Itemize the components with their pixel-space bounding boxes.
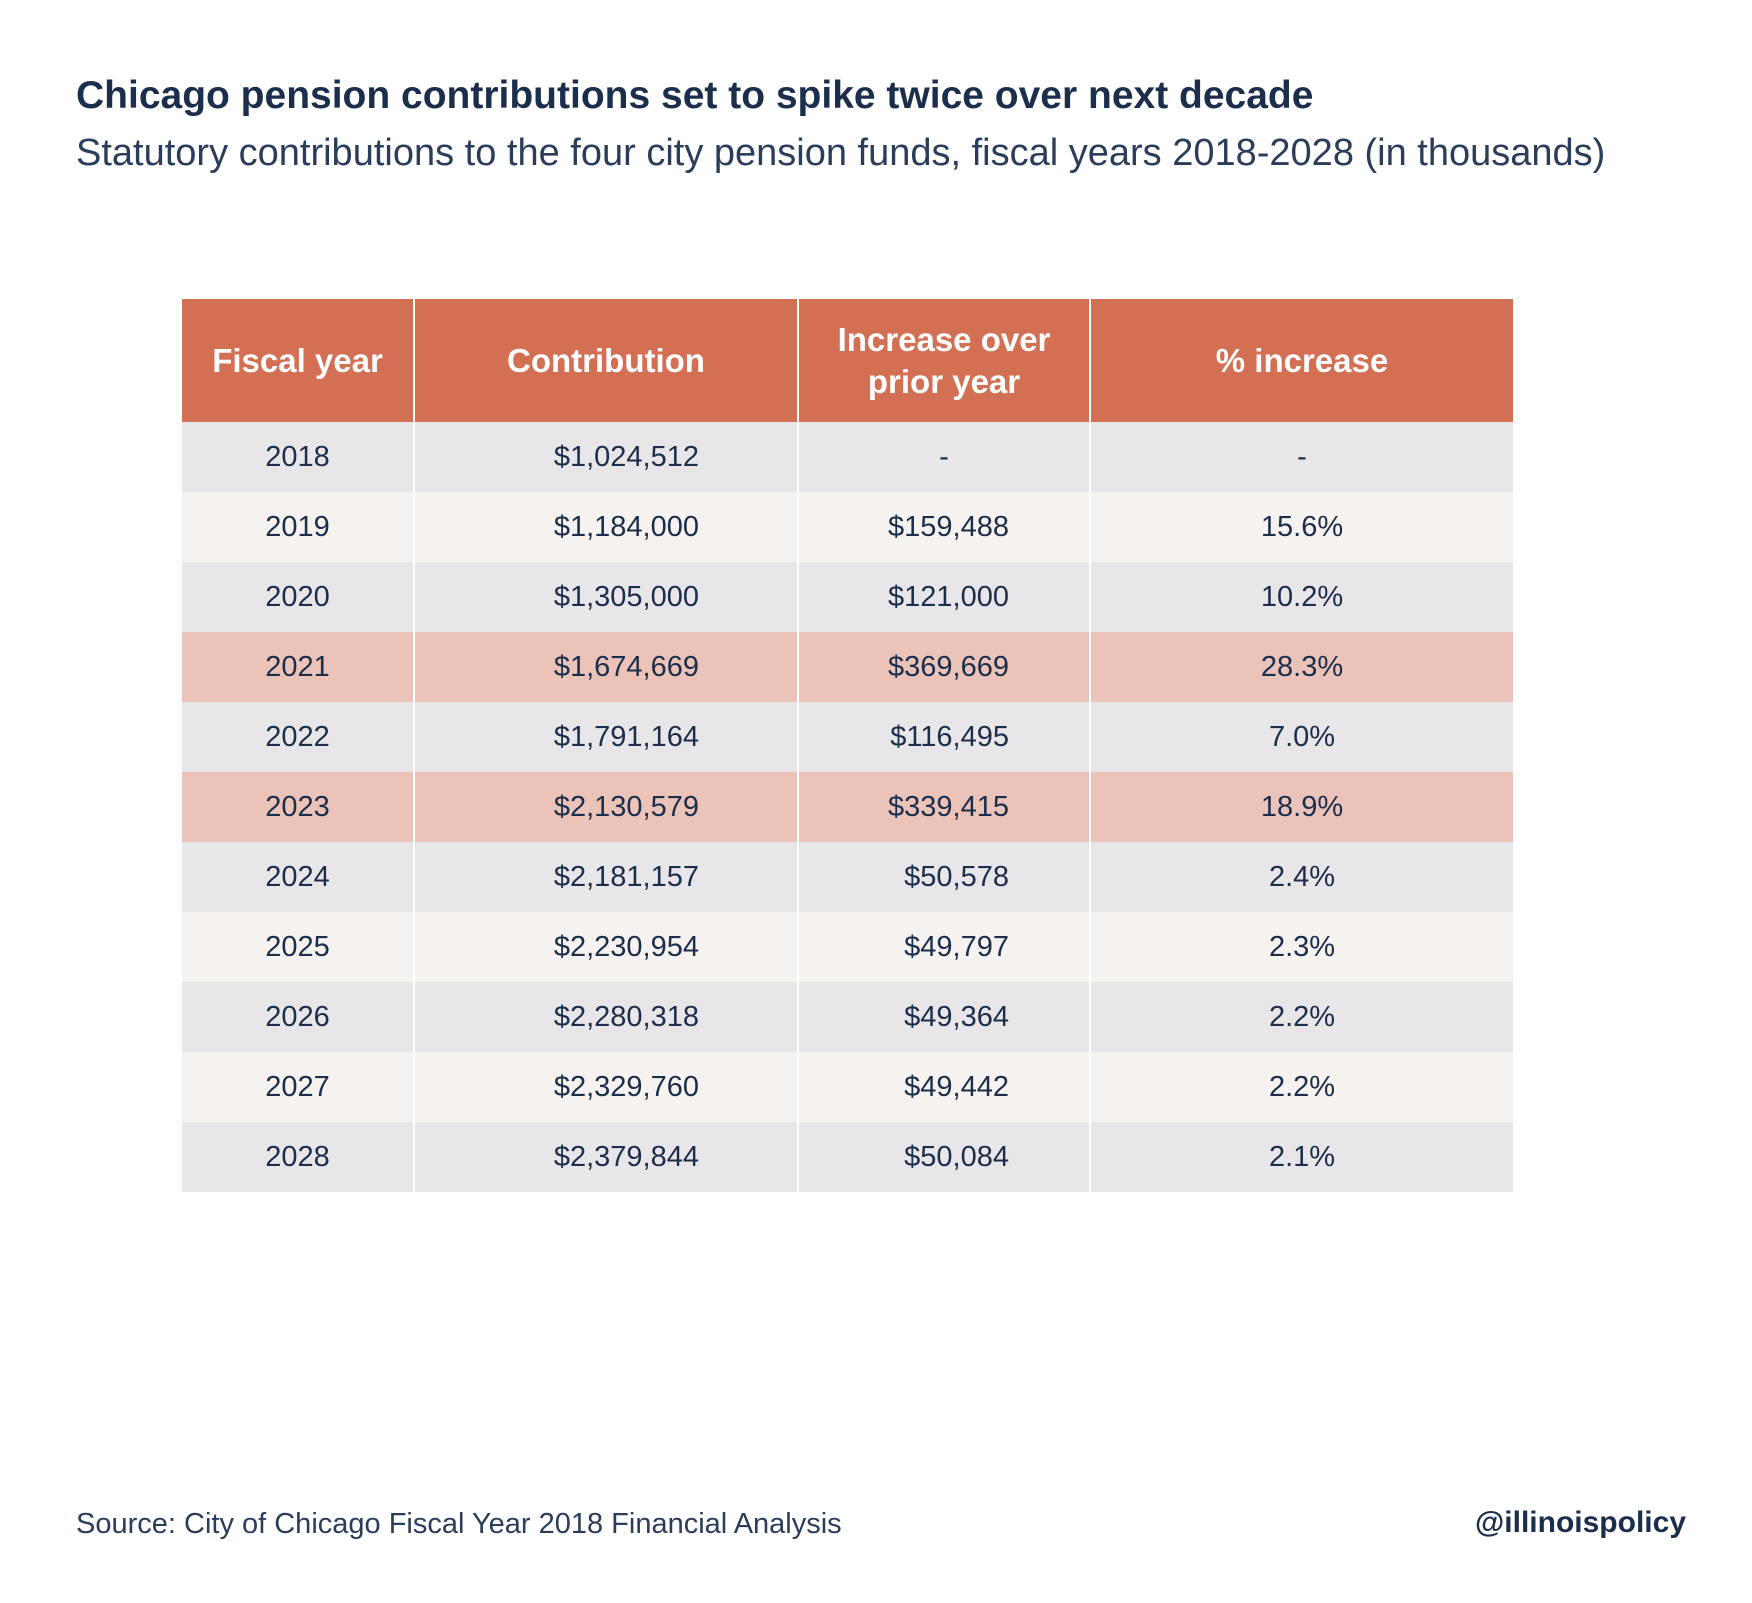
- table-row: 2023 $2,130,579 $339,415 18.9%: [182, 772, 1513, 842]
- cell-fiscal-year: 2018: [182, 422, 415, 492]
- table-row: 2024 $2,181,157 $50,578 2.4%: [182, 842, 1513, 912]
- header-increase: Increase over prior year: [798, 299, 1091, 422]
- cell-fiscal-year: 2019: [182, 492, 415, 562]
- cell-fiscal-year: 2027: [182, 1052, 415, 1122]
- cell-fiscal-year: 2022: [182, 702, 415, 772]
- table-row: 2027 $2,329,760 $49,442 2.2%: [182, 1052, 1513, 1122]
- cell-pct-increase: 2.4%: [1090, 842, 1513, 912]
- header-pct-increase: % increase: [1090, 299, 1513, 422]
- cell-fiscal-year: 2024: [182, 842, 415, 912]
- cell-pct-increase: 28.3%: [1090, 632, 1513, 702]
- cell-pct-increase: 2.2%: [1090, 982, 1513, 1052]
- cell-increase: $159,488: [798, 492, 1091, 562]
- table-row: 2022 $1,791,164 $116,495 7.0%: [182, 702, 1513, 772]
- cell-pct-increase: 7.0%: [1090, 702, 1513, 772]
- cell-contribution: $1,791,164: [414, 702, 799, 772]
- cell-increase: $339,415: [798, 772, 1091, 842]
- table-header-row: Fiscal year Contribution Increase over p…: [182, 299, 1513, 422]
- chart-subtitle: Statutory contributions to the four city…: [76, 132, 1606, 174]
- cell-increase: $116,495: [798, 702, 1091, 772]
- cell-increase: $121,000: [798, 562, 1091, 632]
- cell-pct-increase: 15.6%: [1090, 492, 1513, 562]
- cell-contribution: $1,305,000: [414, 562, 799, 632]
- cell-pct-increase: 2.3%: [1090, 912, 1513, 982]
- table-row: 2021 $1,674,669 $369,669 28.3%: [182, 632, 1513, 702]
- cell-contribution: $1,184,000: [414, 492, 799, 562]
- cell-contribution: $1,024,512: [414, 422, 799, 492]
- cell-contribution: $2,280,318: [414, 982, 799, 1052]
- table-row: 2020 $1,305,000 $121,000 10.2%: [182, 562, 1513, 632]
- cell-contribution: $2,230,954: [414, 912, 799, 982]
- table-row: 2025 $2,230,954 $49,797 2.3%: [182, 912, 1513, 982]
- cell-contribution: $2,329,760: [414, 1052, 799, 1122]
- cell-pct-increase: 2.2%: [1090, 1052, 1513, 1122]
- cell-fiscal-year: 2023: [182, 772, 415, 842]
- cell-fiscal-year: 2028: [182, 1122, 415, 1192]
- cell-increase: $50,084: [798, 1122, 1091, 1192]
- header-fiscal-year: Fiscal year: [182, 299, 415, 422]
- header-contribution: Contribution: [414, 299, 799, 422]
- table-body: 2018 $1,024,512- -2019 $1,184,000 $159,488 15…: [182, 422, 1513, 1192]
- cell-increase: -: [798, 422, 1091, 492]
- cell-increase: $49,797: [798, 912, 1091, 982]
- table-row: 2028 $2,379,844 $50,084 2.1%: [182, 1122, 1513, 1192]
- cell-fiscal-year: 2025: [182, 912, 415, 982]
- cell-increase: $50,578: [798, 842, 1091, 912]
- cell-fiscal-year: 2020: [182, 562, 415, 632]
- table-row: 2018 $1,024,512- -: [182, 422, 1513, 492]
- table-row: 2019 $1,184,000 $159,488 15.6%: [182, 492, 1513, 562]
- cell-contribution: $2,379,844: [414, 1122, 799, 1192]
- cell-increase: $49,442: [798, 1052, 1091, 1122]
- cell-pct-increase: 10.2%: [1090, 562, 1513, 632]
- table-row: 2026 $2,280,318 $49,364 2.2%: [182, 982, 1513, 1052]
- pension-table: Fiscal year Contribution Increase over p…: [182, 299, 1513, 1192]
- source-note: Source: City of Chicago Fiscal Year 2018…: [76, 1508, 842, 1540]
- brand-handle: @illinoispolicy: [1475, 1506, 1686, 1539]
- pension-table-container: Fiscal year Contribution Increase over p…: [182, 299, 1513, 1192]
- chart-title: Chicago pension contributions set to spi…: [76, 74, 1314, 117]
- cell-increase: $369,669: [798, 632, 1091, 702]
- cell-contribution: $1,674,669: [414, 632, 799, 702]
- cell-contribution: $2,130,579: [414, 772, 799, 842]
- cell-increase: $49,364: [798, 982, 1091, 1052]
- cell-contribution: $2,181,157: [414, 842, 799, 912]
- cell-pct-increase: 2.1%: [1090, 1122, 1513, 1192]
- cell-fiscal-year: 2026: [182, 982, 415, 1052]
- cell-pct-increase: -: [1090, 422, 1513, 492]
- cell-pct-increase: 18.9%: [1090, 772, 1513, 842]
- cell-fiscal-year: 2021: [182, 632, 415, 702]
